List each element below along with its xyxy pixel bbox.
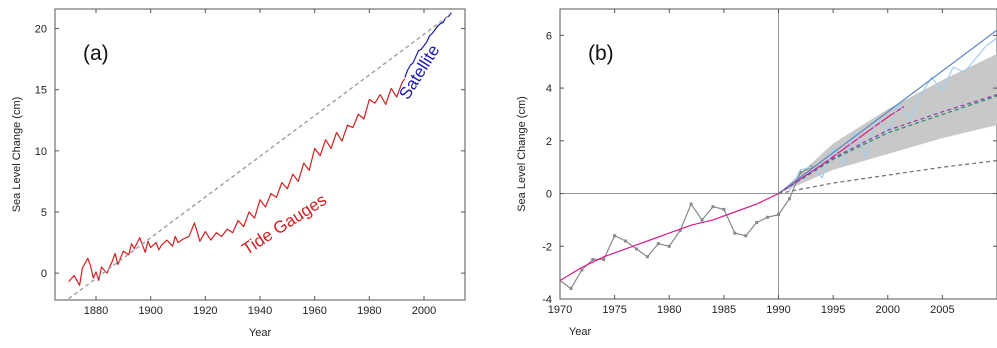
y-tick-label: 4 xyxy=(546,83,552,95)
series-1-point xyxy=(646,255,649,258)
y-tick-label: 10 xyxy=(35,146,47,158)
x-tick-label: 2000 xyxy=(412,305,436,317)
series-1-point xyxy=(722,208,725,211)
series-1-point xyxy=(777,213,780,216)
series-1-point xyxy=(569,287,572,290)
y-axis-label: Sea Level Change (cm) xyxy=(516,96,528,212)
series-1-point xyxy=(690,203,693,206)
x-tick-label: 1975 xyxy=(602,304,626,316)
x-tick-label: 1990 xyxy=(766,304,790,316)
panel-label: (b) xyxy=(588,42,614,65)
x-tick-label: 1900 xyxy=(138,305,162,317)
y-axis-label: Sea Level Change (cm) xyxy=(11,97,23,213)
x-tick-label: 1880 xyxy=(84,305,108,317)
series-1-point xyxy=(701,218,704,221)
series-1-point xyxy=(613,234,616,237)
x-tick-label: 1920 xyxy=(193,305,217,317)
x-axis-label: Year xyxy=(249,327,272,339)
y-tick-label: -4 xyxy=(542,294,552,306)
panel-a: 1880 1900 1920 1940 1960 1980 2000 0 5 10 15 20 Year… xyxy=(11,9,465,339)
x-tick-label: 1980 xyxy=(657,304,681,316)
y-tick-label: -2 xyxy=(542,241,552,253)
x-tick-label: 1985 xyxy=(712,304,736,316)
series-1-point xyxy=(733,232,736,235)
y-tick-label: 5 xyxy=(41,207,47,219)
x-axis-label: Year xyxy=(569,326,592,338)
series-1-point xyxy=(591,258,594,261)
series-1-point xyxy=(635,247,638,250)
y-tick-label: 6 xyxy=(546,30,552,42)
series-1-point xyxy=(657,242,660,245)
y-tick-label: 15 xyxy=(35,85,47,97)
series-1-point xyxy=(668,245,671,248)
panel-label: (a) xyxy=(83,42,109,65)
series-1-point xyxy=(624,240,627,243)
y-tick-label: 20 xyxy=(35,24,47,36)
x-tick-label: 1940 xyxy=(248,305,272,317)
x-tick-label: 2005 xyxy=(930,304,954,316)
series-1-point xyxy=(766,216,769,219)
x-tick-label: 2000 xyxy=(876,304,900,316)
series-1-point xyxy=(602,258,605,261)
x-tick-label: 1960 xyxy=(302,305,326,317)
y-tick-label: 2 xyxy=(546,136,552,148)
plot-area xyxy=(55,9,465,300)
series-1-point xyxy=(788,197,791,200)
y-tick-label: 0 xyxy=(546,189,552,201)
series-1-point xyxy=(744,234,747,237)
x-tick-label: 1995 xyxy=(821,304,845,316)
series-1-point xyxy=(580,269,583,272)
x-tick-label: 1980 xyxy=(357,305,381,317)
y-tick-label: 0 xyxy=(41,268,47,280)
series-1-point xyxy=(711,205,714,208)
series-1-point xyxy=(755,221,758,224)
